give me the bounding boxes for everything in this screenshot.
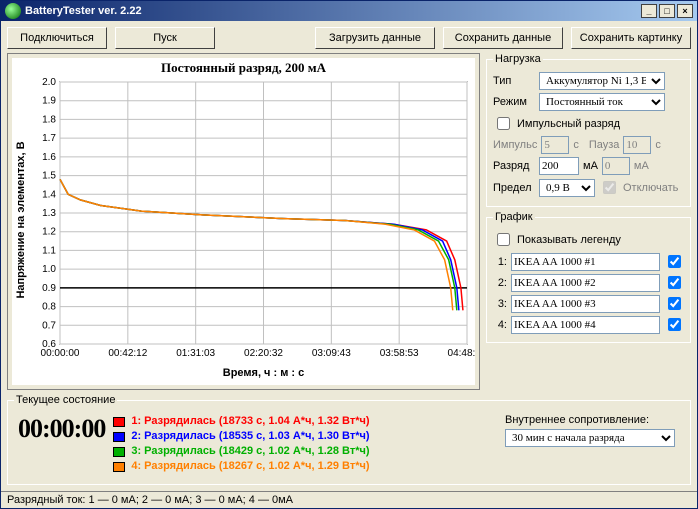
mode-select[interactable]: Постоянный ток bbox=[539, 93, 665, 111]
pause-input bbox=[623, 136, 651, 154]
maximize-button[interactable]: □ bbox=[659, 4, 675, 18]
discharge-label: Разряд bbox=[493, 160, 535, 172]
window-title: BatteryTester ver. 2.22 bbox=[25, 5, 639, 17]
svg-text:03:58:53: 03:58:53 bbox=[380, 348, 419, 359]
mode-label: Режим bbox=[493, 96, 535, 108]
discharge-input[interactable] bbox=[539, 157, 579, 175]
load-legend: Нагрузка bbox=[493, 53, 543, 65]
series-num: 3: bbox=[493, 298, 507, 310]
show-legend-label: Показывать легенду bbox=[517, 234, 621, 246]
svg-text:00:00:00: 00:00:00 bbox=[41, 348, 80, 359]
type-select[interactable]: Аккумулятор Ni 1,3 В bbox=[539, 72, 665, 90]
svg-text:1.7: 1.7 bbox=[42, 133, 56, 144]
series-visible-checkbox[interactable] bbox=[668, 276, 681, 289]
series-name-input[interactable] bbox=[511, 295, 660, 313]
app-window: BatteryTester ver. 2.22 _ □ × Подключить… bbox=[0, 0, 698, 509]
series-num: 4: bbox=[493, 319, 507, 331]
discharge2-input bbox=[602, 157, 630, 175]
impulse-label: Импульс bbox=[493, 139, 537, 151]
series-name-input[interactable] bbox=[511, 274, 660, 292]
status-line: 1: Разрядилась (18733 с, 1.04 А*ч, 1.32 … bbox=[131, 414, 369, 429]
series-num: 2: bbox=[493, 277, 507, 289]
svg-text:0.9: 0.9 bbox=[42, 283, 56, 294]
close-button[interactable]: × bbox=[677, 4, 693, 18]
limit-label: Предел bbox=[493, 182, 535, 194]
series-color-swatch bbox=[113, 462, 125, 472]
series-name-input[interactable] bbox=[511, 316, 660, 334]
series-color-swatch bbox=[113, 432, 125, 442]
svg-text:0.8: 0.8 bbox=[42, 302, 56, 313]
svg-text:1.2: 1.2 bbox=[42, 227, 56, 238]
status-line: 3: Разрядилась (18429 с, 1.02 А*ч, 1.28 … bbox=[131, 444, 369, 459]
svg-text:02:20:32: 02:20:32 bbox=[244, 348, 283, 359]
series-name-input[interactable] bbox=[511, 253, 660, 271]
status-list: 1: Разрядилась (18733 с, 1.04 А*ч, 1.32 … bbox=[113, 414, 497, 474]
svg-text:1.0: 1.0 bbox=[42, 264, 56, 275]
series-visible-checkbox[interactable] bbox=[668, 318, 681, 331]
client-area: Подключиться Пуск Загрузить данные Сохра… bbox=[1, 21, 697, 491]
svg-text:00:42:12: 00:42:12 bbox=[108, 348, 147, 359]
cutoff-label: Отключать bbox=[623, 182, 678, 194]
pulse-checkbox[interactable] bbox=[497, 117, 510, 130]
elapsed-time: 00:00:00 bbox=[18, 414, 105, 444]
svg-text:03:09:43: 03:09:43 bbox=[312, 348, 351, 359]
cutoff-checkbox bbox=[603, 181, 616, 194]
svg-text:1.4: 1.4 bbox=[42, 189, 56, 200]
series-num: 1: bbox=[493, 256, 507, 268]
show-legend-checkbox[interactable] bbox=[497, 233, 510, 246]
savepic-button[interactable]: Сохранить картинку bbox=[571, 27, 691, 49]
resistance-label: Внутреннее сопротивление: bbox=[505, 414, 680, 426]
toolbar: Подключиться Пуск Загрузить данные Сохра… bbox=[7, 27, 691, 49]
status-line: 2: Разрядилась (18535 с, 1.03 А*ч, 1.30 … bbox=[131, 429, 369, 444]
chart-panel: Постоянный разряд, 200 мА 0.60.70.80.91.… bbox=[7, 53, 480, 390]
svg-text:1.5: 1.5 bbox=[42, 171, 56, 182]
type-label: Тип bbox=[493, 75, 535, 87]
minimize-button[interactable]: _ bbox=[641, 4, 657, 18]
svg-text:2.0: 2.0 bbox=[42, 77, 56, 88]
pause-label: Пауза bbox=[589, 139, 620, 151]
pulse-check-label: Импульсный разряд bbox=[517, 118, 620, 130]
svg-text:1.8: 1.8 bbox=[42, 114, 56, 125]
svg-text:Время, ч : м : с: Время, ч : м : с bbox=[223, 367, 305, 379]
load-group: Нагрузка Тип Аккумулятор Ni 1,3 В Режим … bbox=[486, 53, 691, 207]
discharge-chart: Постоянный разряд, 200 мА 0.60.70.80.91.… bbox=[12, 58, 475, 385]
load-button[interactable]: Загрузить данные bbox=[315, 27, 435, 49]
svg-text:01:31:03: 01:31:03 bbox=[176, 348, 215, 359]
limit-select[interactable]: 0,9 В bbox=[539, 179, 595, 197]
svg-text:Напряжение на элементах, В: Напряжение на элементах, В bbox=[15, 141, 27, 298]
series-color-swatch bbox=[113, 447, 125, 457]
impulse-input bbox=[541, 136, 569, 154]
save-button[interactable]: Сохранить данные bbox=[443, 27, 563, 49]
connect-button[interactable]: Подключиться bbox=[7, 27, 107, 49]
svg-text:04:48:03: 04:48:03 bbox=[448, 348, 475, 359]
svg-text:0.7: 0.7 bbox=[42, 320, 56, 331]
status-legend: Текущее состояние bbox=[14, 394, 117, 406]
statusbar: Разрядный ток: 1 — 0 мА; 2 — 0 мА; 3 — 0… bbox=[1, 491, 697, 508]
graph-group: График Показывать легенду 1: 2: 3: 4: bbox=[486, 211, 691, 343]
svg-text:1.1: 1.1 bbox=[42, 245, 56, 256]
svg-text:1.3: 1.3 bbox=[42, 208, 56, 219]
titlebar: BatteryTester ver. 2.22 _ □ × bbox=[1, 1, 697, 21]
graph-legend: График bbox=[493, 211, 535, 223]
svg-text:Постоянный разряд, 200 мА: Постоянный разряд, 200 мА bbox=[161, 60, 327, 75]
app-icon bbox=[5, 3, 21, 19]
status-line: 4: Разрядилась (18267 с, 1.02 А*ч, 1.29 … bbox=[131, 459, 369, 474]
series-visible-checkbox[interactable] bbox=[668, 297, 681, 310]
resistance-select[interactable]: 30 мин с начала разряда bbox=[505, 429, 675, 447]
start-button[interactable]: Пуск bbox=[115, 27, 215, 49]
series-color-swatch bbox=[113, 417, 125, 427]
series-visible-checkbox[interactable] bbox=[668, 255, 681, 268]
statusbar-text: Разрядный ток: 1 — 0 мА; 2 — 0 мА; 3 — 0… bbox=[7, 494, 293, 506]
svg-text:1.9: 1.9 bbox=[42, 96, 56, 107]
svg-text:1.6: 1.6 bbox=[42, 152, 56, 163]
status-group: Текущее состояние 00:00:00 1: Разрядилас… bbox=[7, 394, 691, 485]
